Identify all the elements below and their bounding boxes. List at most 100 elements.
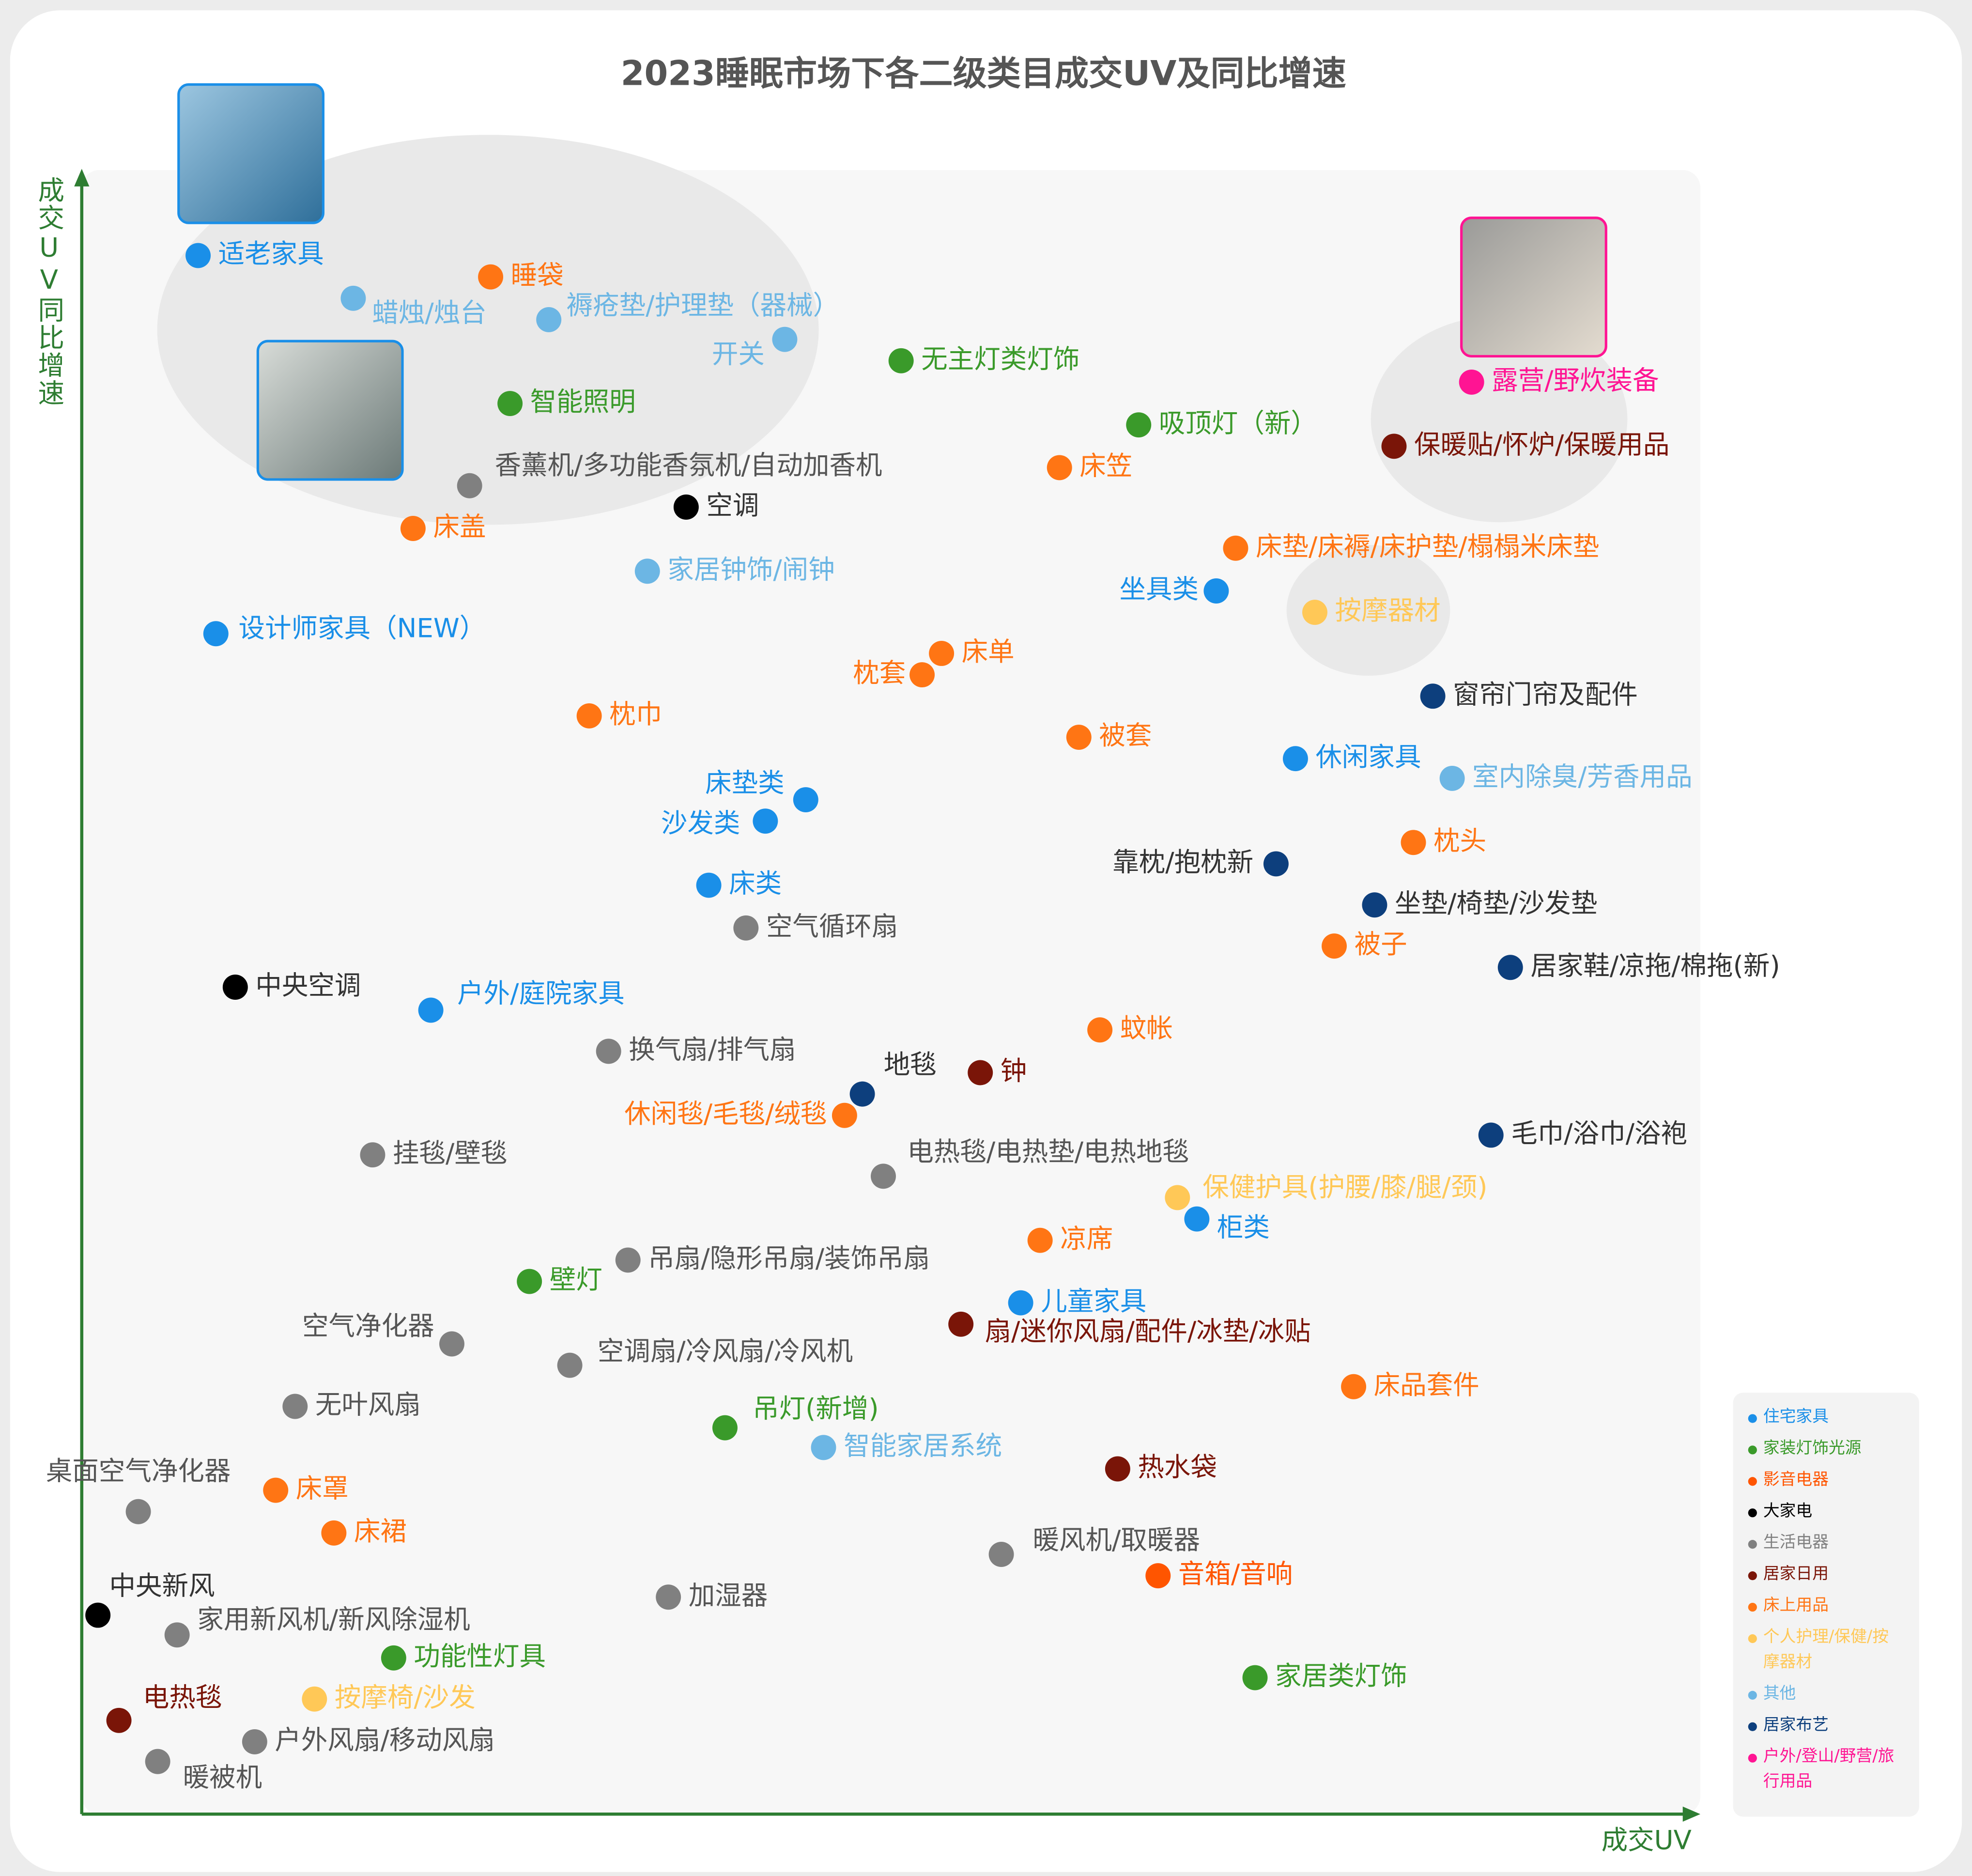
legend-dot bbox=[1748, 1690, 1757, 1700]
point bbox=[988, 1542, 1014, 1567]
point bbox=[536, 307, 562, 332]
point-label: 枕巾 bbox=[609, 698, 662, 729]
point bbox=[478, 264, 504, 290]
legend-label: 居家日用 bbox=[1763, 1565, 1829, 1584]
highlight-ellipse bbox=[1286, 544, 1450, 676]
point bbox=[1478, 1122, 1504, 1148]
legend-item: 大家电 bbox=[1748, 1500, 1912, 1525]
point-label: 智能家居系统 bbox=[844, 1430, 1002, 1461]
point bbox=[1242, 1665, 1268, 1690]
point bbox=[1008, 1290, 1033, 1316]
point bbox=[203, 621, 229, 647]
legend-label: 居家布艺 bbox=[1763, 1716, 1829, 1735]
point-label: 加湿器 bbox=[689, 1580, 768, 1611]
point bbox=[1145, 1563, 1171, 1589]
point bbox=[968, 1060, 993, 1085]
legend-item: 床上用品 bbox=[1748, 1594, 1912, 1619]
point bbox=[772, 326, 798, 352]
x-axis-label: 成交UV bbox=[1602, 1825, 1692, 1856]
point bbox=[673, 494, 699, 520]
point bbox=[1105, 1456, 1130, 1482]
point bbox=[615, 1247, 641, 1273]
legend-dot bbox=[1748, 1753, 1757, 1763]
point-label: 吸顶灯（新） bbox=[1159, 407, 1317, 438]
legend-dot bbox=[1748, 1445, 1757, 1455]
photo bbox=[1460, 217, 1607, 358]
point-label: 保健护具(护腰/膝/腿/颈) bbox=[1202, 1171, 1487, 1202]
point-label: 床罩 bbox=[296, 1473, 349, 1504]
point bbox=[1439, 765, 1465, 791]
point-label: 地毯 bbox=[884, 1049, 937, 1080]
legend-box bbox=[1733, 1393, 1919, 1817]
point-label: 空调 bbox=[706, 490, 759, 521]
point bbox=[1184, 1206, 1210, 1232]
point bbox=[1047, 455, 1072, 481]
point-label: 空调扇/冷风扇/冷风机 bbox=[598, 1335, 853, 1366]
point bbox=[145, 1749, 170, 1774]
legend-item: 户外/登山/野营/旅行用品 bbox=[1748, 1745, 1912, 1795]
point bbox=[1341, 1374, 1367, 1399]
legend-label: 大家电 bbox=[1763, 1502, 1813, 1521]
point bbox=[1401, 830, 1426, 855]
point bbox=[1302, 600, 1327, 625]
point bbox=[1381, 434, 1407, 459]
legend-item: 居家布艺 bbox=[1748, 1714, 1912, 1739]
point bbox=[849, 1081, 875, 1107]
point bbox=[497, 391, 523, 417]
point bbox=[242, 1729, 267, 1754]
legend-item: 家装灯饰光源 bbox=[1748, 1437, 1912, 1462]
point-label: 吊灯(新增) bbox=[753, 1393, 879, 1424]
point-label: 睡袋 bbox=[511, 260, 564, 291]
point-label: 褥疮垫/护理垫（器械） bbox=[567, 290, 840, 321]
point bbox=[948, 1311, 974, 1337]
point-label: 坐具类 bbox=[1120, 574, 1199, 605]
point-label: 蜡烛/烛台 bbox=[372, 297, 486, 328]
point bbox=[1223, 535, 1248, 561]
point-label: 中央空调 bbox=[255, 970, 361, 1001]
point-label: 毛巾/浴巾/浴袍 bbox=[1511, 1118, 1687, 1149]
point-label: 开关 bbox=[712, 339, 765, 370]
point bbox=[360, 1142, 385, 1168]
point bbox=[1497, 955, 1523, 980]
legend-label: 户外/登山/野营/旅行用品 bbox=[1763, 1747, 1895, 1792]
point-label: 挂毯/壁毯 bbox=[393, 1137, 507, 1168]
photo bbox=[256, 340, 404, 481]
point bbox=[793, 787, 818, 813]
point-label: 床笠 bbox=[1079, 450, 1132, 481]
legend-dot bbox=[1748, 1477, 1757, 1486]
point-label: 儿童家具 bbox=[1041, 1286, 1146, 1317]
point bbox=[576, 703, 602, 729]
y-axis-arrow bbox=[74, 169, 90, 186]
x-axis-arrow bbox=[1682, 1806, 1701, 1822]
legend-label: 床上用品 bbox=[1763, 1596, 1829, 1615]
point bbox=[282, 1394, 308, 1419]
point-label: 凉席 bbox=[1060, 1223, 1113, 1254]
point-label: 中央新风 bbox=[109, 1570, 215, 1601]
point-label: 坐垫/椅垫/沙发垫 bbox=[1395, 887, 1597, 918]
point bbox=[1263, 851, 1289, 877]
point bbox=[888, 348, 914, 373]
point-label: 香薰机/多功能香氛机/自动加香机 bbox=[495, 450, 882, 481]
legend: 住宅家具家装灯饰光源影音电器大家电生活电器居家日用床上用品个人护理/保健/按摩器… bbox=[1748, 1408, 1912, 1795]
legend-dot bbox=[1748, 1634, 1757, 1643]
point bbox=[222, 975, 248, 1000]
point bbox=[1459, 369, 1484, 395]
point bbox=[634, 558, 660, 584]
chart-title: 2023睡眠市场下各二级类目成交UV及同比增速 bbox=[621, 53, 1346, 93]
point-label: 被子 bbox=[1355, 929, 1407, 960]
point-label: 智能照明 bbox=[530, 386, 636, 417]
point-label: 暖被机 bbox=[183, 1762, 262, 1793]
legend-dot bbox=[1748, 1540, 1757, 1549]
point-label: 居家鞋/凉拖/棉拖(新) bbox=[1530, 950, 1780, 981]
point bbox=[1165, 1185, 1190, 1210]
point bbox=[1322, 933, 1347, 959]
point bbox=[871, 1163, 896, 1189]
point-label: 暖风机/取暖器 bbox=[1033, 1524, 1200, 1555]
point bbox=[321, 1520, 347, 1546]
point-label: 音箱/音响 bbox=[1178, 1558, 1293, 1589]
point-label: 沙发类 bbox=[661, 807, 740, 838]
point bbox=[557, 1352, 583, 1378]
point bbox=[1087, 1017, 1113, 1043]
